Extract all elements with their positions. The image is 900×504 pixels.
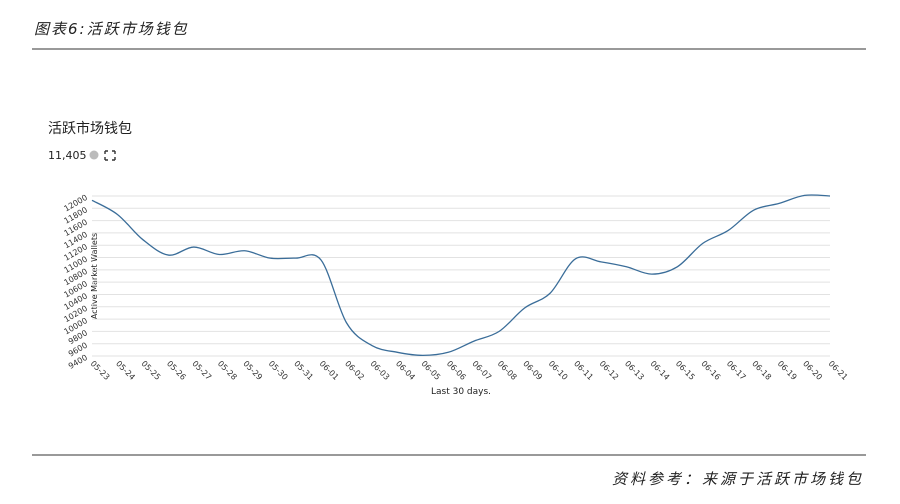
x-axis-label: Last 30 days. [431,387,491,397]
x-tick-label: 06-02 [343,359,366,382]
x-tick-label: 06-11 [572,359,595,382]
fullscreen-icon[interactable] [104,150,116,161]
x-tick-label: 06-04 [394,359,417,382]
info-icon[interactable] [89,150,99,160]
x-tick-label: 05-27 [190,359,213,382]
footer-source: 资料参考：来源于活跃市场钱包 [612,470,864,488]
x-tick-label: 05-30 [267,359,290,382]
x-tick-label: 06-15 [674,359,697,382]
x-tick-label: 06-01 [318,359,341,382]
x-tick-label: 06-07 [470,359,493,382]
x-tick-label: 05-26 [165,359,188,382]
x-tick-label: 06-19 [776,359,799,382]
x-tick-label: 06-13 [623,359,646,382]
x-tick-label: 06-17 [725,359,748,382]
x-tick-label: 05-29 [241,359,264,382]
x-tick-label: 06-05 [419,359,442,382]
x-tick-label: 05-23 [89,359,112,382]
header-title: 图表6:活跃市场钱包 [34,20,189,38]
chart-title: 活跃市场钱包 [48,120,132,137]
y-axis-label: Active Market Wallets [90,233,99,319]
x-tick-label: 06-16 [699,359,722,382]
x-tick-label: 05-31 [292,359,315,382]
x-tick-label: 06-06 [445,359,468,382]
x-tick-label: 06-12 [598,359,621,382]
series-line [91,194,831,357]
chart-subtitle: 11,405 [48,149,87,162]
x-tick-label: 05-24 [114,359,137,382]
x-tick-label: 06-09 [521,359,544,382]
x-tick-label: 06-03 [369,359,392,382]
x-tick-label: 05-28 [216,359,239,382]
x-tick-label: 06-21 [827,359,850,382]
x-tick-label: 06-18 [750,359,773,382]
x-tick-label: 06-20 [801,359,824,382]
x-tick-label: 06-10 [547,359,570,382]
x-tick-label: 06-08 [496,359,519,382]
x-tick-label: 06-14 [648,359,671,382]
x-tick-label: 05-25 [139,359,162,382]
